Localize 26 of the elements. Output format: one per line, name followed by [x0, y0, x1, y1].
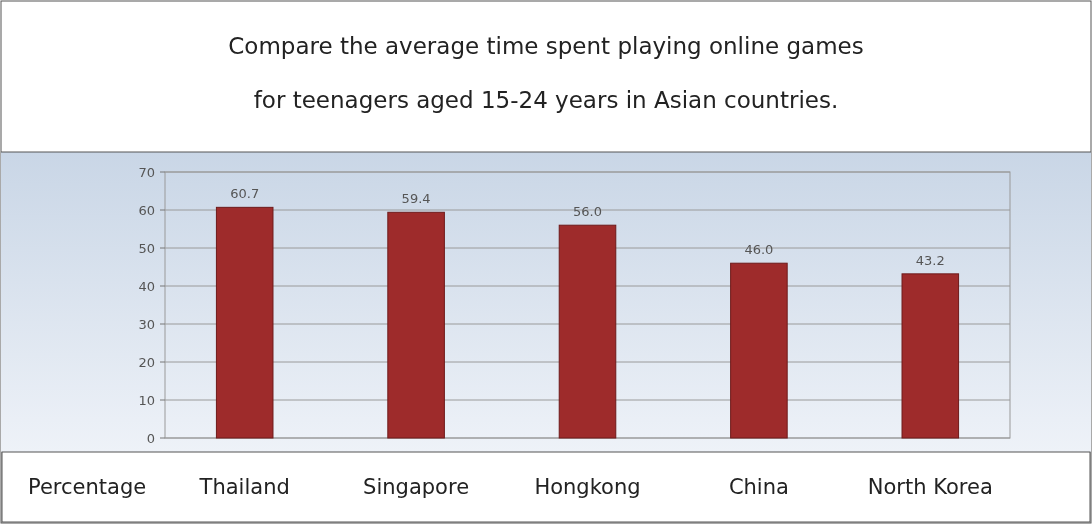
x-tick-label: China — [728, 475, 789, 499]
y-tick-label: 70 — [138, 164, 155, 180]
y-tick-label: 50 — [138, 240, 155, 256]
x-tick-label: Thailand — [198, 475, 290, 499]
bar — [215, 206, 274, 439]
data-label: 59.4 — [401, 191, 431, 207]
bar — [901, 273, 960, 439]
bar — [387, 211, 445, 439]
y-tick-label: 40 — [138, 278, 155, 294]
x-tick-label: Hongkong — [534, 475, 641, 499]
data-label: 56.0 — [573, 204, 602, 220]
chart-title: Compare the average time spent playing online games — [228, 33, 864, 59]
y-tick-label: 0 — [146, 430, 155, 446]
y-tick-label: 20 — [138, 354, 155, 370]
x-tick-label: Singapore — [363, 475, 470, 499]
bar — [730, 262, 788, 439]
data-label: 60.7 — [230, 186, 260, 202]
y-tick-label: 10 — [138, 392, 155, 408]
x-tick-label: North Korea — [867, 475, 993, 499]
chart-subtitle: for teenagers aged 15-24 years in Asian countries. — [253, 87, 839, 113]
data-label: 46.0 — [744, 242, 774, 258]
y-tick-label: 60 — [138, 202, 155, 218]
y-axis-title: Percentage — [28, 475, 147, 499]
data-label: 43.2 — [915, 252, 945, 268]
y-tick-label: 30 — [138, 316, 155, 332]
bar — [558, 224, 617, 439]
